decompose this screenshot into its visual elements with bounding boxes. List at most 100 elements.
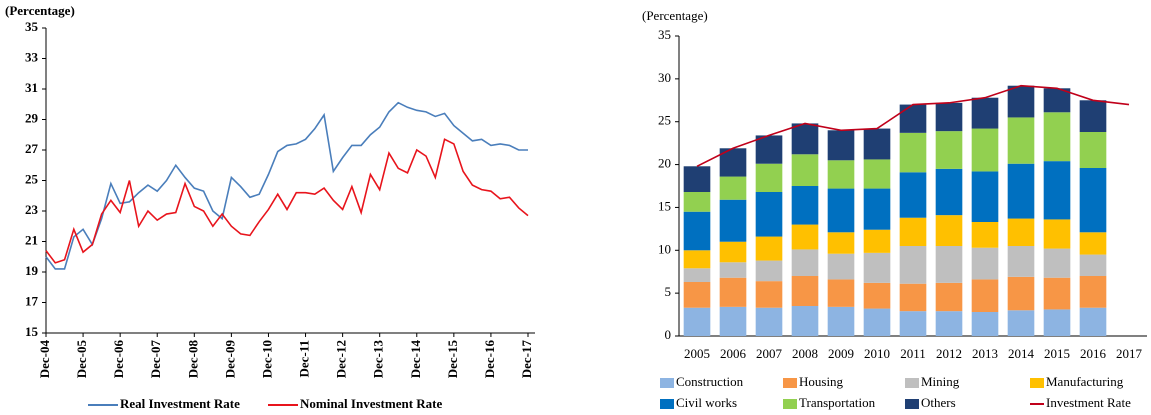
legend-label: Real Investment Rate	[120, 396, 240, 411]
bar-segment	[719, 176, 747, 200]
bar-segment	[755, 192, 783, 237]
bar-segment	[1007, 85, 1035, 118]
y-axis-label: (Percentage)	[642, 8, 708, 23]
bar-segment	[863, 252, 891, 283]
bar-segment	[935, 311, 963, 336]
legend-swatch	[1030, 378, 1044, 388]
x-tick-label: Dec-11	[297, 340, 312, 378]
bar-segment	[1043, 161, 1071, 220]
bar-segment	[1079, 276, 1107, 308]
legend-label: Construction	[676, 374, 744, 389]
bar-segment	[827, 232, 855, 254]
y-tick-label: 25	[25, 171, 39, 186]
bar-segment	[899, 172, 927, 218]
legend-label: Housing	[799, 374, 844, 389]
bar-segment	[935, 282, 963, 312]
y-tick-label: 10	[658, 241, 671, 256]
bar-segment	[791, 249, 819, 276]
y-tick-label: 23	[25, 202, 39, 217]
bar-segment	[935, 102, 963, 132]
x-tick-label: 2008	[792, 346, 818, 361]
bar-segment	[971, 312, 999, 336]
y-tick-label: 5	[665, 284, 672, 299]
bar-segment	[1007, 246, 1035, 277]
bar-segment	[827, 160, 855, 189]
bar-segment	[1079, 254, 1107, 276]
legend-swatch	[905, 378, 919, 388]
x-tick-label: 2015	[1044, 346, 1070, 361]
bar-segment	[791, 154, 819, 186]
bar-segment	[683, 211, 711, 251]
bar-segment	[899, 311, 927, 336]
x-tick-label: 2010	[864, 346, 890, 361]
legend-label: Mining	[921, 374, 960, 389]
x-tick-label: 2012	[936, 346, 962, 361]
line-series	[696, 84, 1130, 168]
bar-segment	[899, 246, 927, 284]
bar-segment	[827, 306, 855, 336]
bar-segment	[935, 168, 963, 216]
bar-segment	[1043, 309, 1071, 336]
line-series	[45, 101, 528, 270]
y-tick-label: 25	[658, 113, 671, 128]
legend-swatch	[783, 399, 797, 409]
right-chart: (Percentage) 0 5 10 15 20 25 30 35 2005 2006 2007 20…	[642, 8, 1147, 410]
bar-segment	[1079, 232, 1107, 255]
x-tick-label: Dec-15	[445, 340, 460, 379]
bar-segment	[719, 199, 747, 242]
bar-segment	[755, 163, 783, 192]
bar-segment	[971, 247, 999, 280]
legend-label: Investment Rate	[1046, 395, 1131, 410]
legend-swatch	[660, 399, 674, 409]
x-tick-label: 2014	[1008, 346, 1035, 361]
legend-swatch	[783, 378, 797, 388]
left-chart: (Percentage) 15 17 19 21 23 25 27 29 31 33 35 Dec-04…	[5, 3, 535, 411]
x-tick-label: 2013	[972, 346, 998, 361]
x-tick-label: Dec-09	[222, 340, 237, 379]
bar-segment	[755, 135, 783, 164]
x-tick-label: Dec-12	[334, 340, 349, 378]
bar-segment	[719, 277, 747, 307]
legend-swatch	[905, 399, 919, 409]
x-tick-label: Dec-04	[37, 340, 52, 379]
bar-segment	[863, 229, 891, 253]
bar-segment	[971, 279, 999, 312]
bar-segment	[1043, 88, 1071, 113]
y-tick-label: 30	[658, 70, 671, 85]
bar-segment	[863, 128, 891, 160]
y-tick-label: 31	[25, 80, 38, 95]
bar-segment	[683, 282, 711, 308]
bar-segment	[1007, 310, 1035, 336]
bar-segment	[935, 215, 963, 246]
x-tick-label: 2011	[900, 346, 926, 361]
bar-segment	[683, 192, 711, 212]
bar-segment	[971, 171, 999, 222]
bar-segment	[1043, 248, 1071, 278]
x-tick-label: Dec-17	[519, 340, 534, 379]
bar-segment	[863, 188, 891, 230]
bar-segment	[719, 306, 747, 336]
bar-segment	[863, 282, 891, 309]
x-tick-label: 2009	[828, 346, 854, 361]
x-tick-label: 2005	[684, 346, 710, 361]
bar-segment	[791, 186, 819, 225]
bar-segment	[899, 104, 927, 133]
legend-label: Manufacturing	[1046, 374, 1124, 389]
legend-swatch	[660, 378, 674, 388]
bar-segment	[1043, 112, 1071, 162]
x-tick-label: Dec-13	[371, 340, 386, 379]
x-tick-label: 2006	[720, 346, 747, 361]
bar-segment	[1043, 219, 1071, 249]
bar-segment	[1007, 218, 1035, 246]
bar-segment	[971, 222, 999, 248]
legend-label: Others	[921, 395, 956, 410]
x-tick-label: 2007	[756, 346, 783, 361]
bar-segment	[1007, 117, 1035, 164]
x-tick-label: 2016	[1080, 346, 1107, 361]
bar-segment	[863, 159, 891, 189]
bar-segment	[1079, 307, 1107, 336]
bar-segment	[1079, 132, 1107, 168]
x-tick-label: 2017	[1116, 346, 1143, 361]
bar-segment	[899, 217, 927, 246]
line-series	[45, 138, 529, 264]
